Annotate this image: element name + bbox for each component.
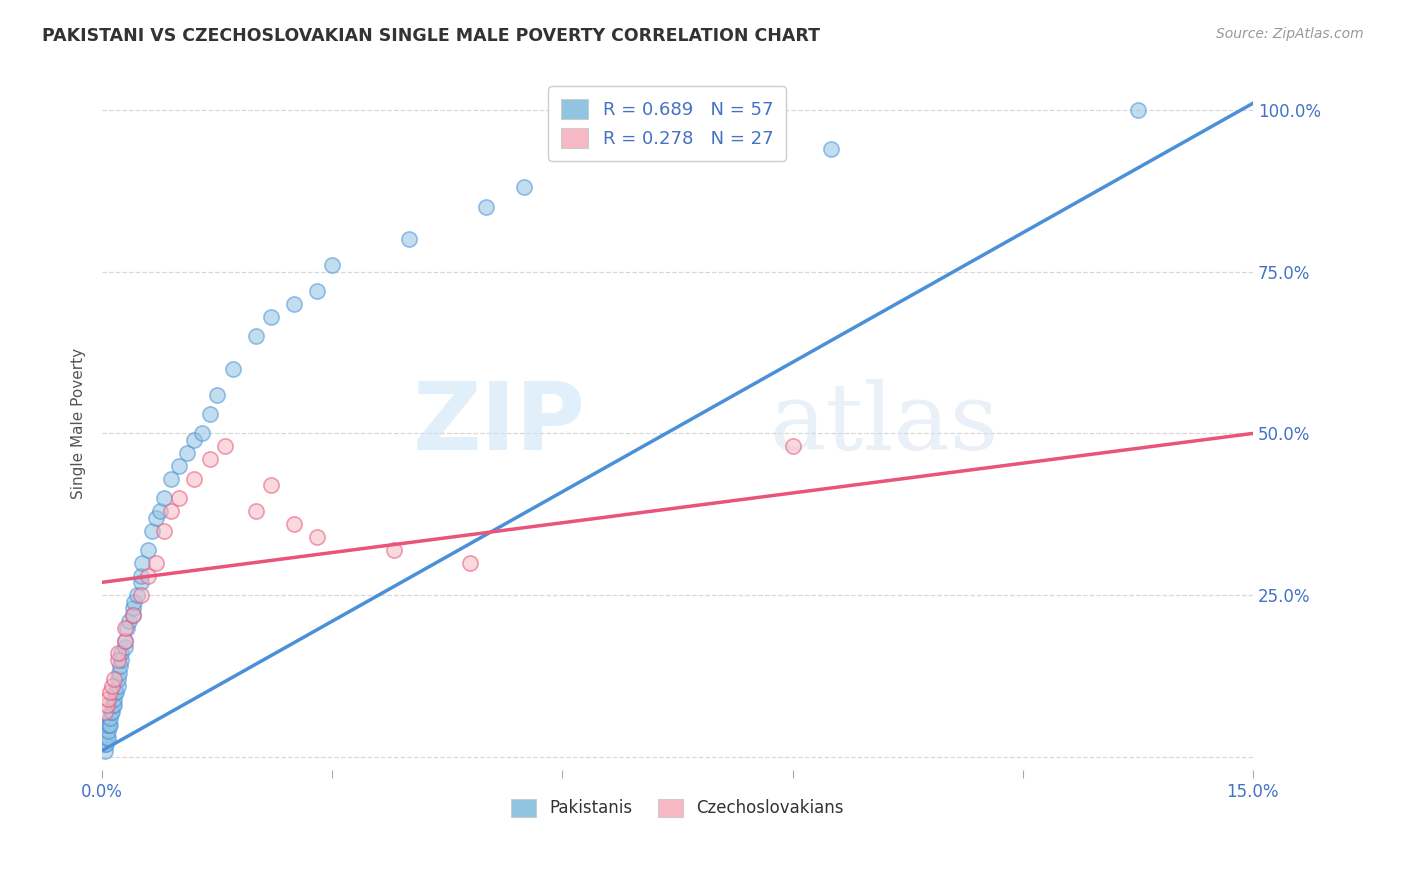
Point <box>97 691 120 706</box>
Text: Source: ZipAtlas.com: Source: ZipAtlas.com <box>1216 27 1364 41</box>
Point <box>474 200 496 214</box>
Point <box>107 679 129 693</box>
Point <box>321 258 343 272</box>
Point <box>820 142 842 156</box>
Point <box>145 556 167 570</box>
Point <box>115 621 138 635</box>
Point <box>152 524 174 538</box>
Point <box>97 724 120 739</box>
Point <box>94 737 117 751</box>
Point <box>110 653 132 667</box>
Point <box>103 691 125 706</box>
Point <box>782 439 804 453</box>
Point <box>152 491 174 505</box>
Point <box>214 439 236 453</box>
Point <box>1126 103 1149 117</box>
Point <box>283 297 305 311</box>
Point <box>97 731 120 745</box>
Point <box>97 717 120 731</box>
Point <box>176 446 198 460</box>
Point <box>122 607 145 622</box>
Point <box>245 329 267 343</box>
Point <box>460 556 482 570</box>
Point <box>129 569 152 583</box>
Point <box>198 407 221 421</box>
Point <box>114 640 136 654</box>
Point <box>207 387 229 401</box>
Point <box>107 673 129 687</box>
Point <box>129 575 152 590</box>
Point <box>103 698 125 713</box>
Point <box>125 588 148 602</box>
Point <box>124 595 146 609</box>
Point <box>114 633 136 648</box>
Point <box>245 504 267 518</box>
Point <box>98 717 121 731</box>
Text: atlas: atlas <box>769 379 998 468</box>
Point <box>103 673 125 687</box>
Point <box>108 659 131 673</box>
Point <box>98 711 121 725</box>
Point <box>160 472 183 486</box>
Point <box>191 426 214 441</box>
Point <box>122 601 145 615</box>
Point <box>305 530 328 544</box>
Point <box>118 614 141 628</box>
Text: PAKISTANI VS CZECHOSLOVAKIAN SINGLE MALE POVERTY CORRELATION CHART: PAKISTANI VS CZECHOSLOVAKIAN SINGLE MALE… <box>42 27 820 45</box>
Point <box>382 543 405 558</box>
Point <box>110 647 132 661</box>
Point <box>167 491 190 505</box>
Point <box>94 705 117 719</box>
Point <box>160 504 183 518</box>
Point <box>221 361 243 376</box>
Point <box>100 705 122 719</box>
Point <box>98 717 121 731</box>
Point <box>114 621 136 635</box>
Point <box>149 504 172 518</box>
Point <box>104 685 127 699</box>
Point <box>145 510 167 524</box>
Point <box>94 737 117 751</box>
Point <box>136 569 159 583</box>
Point <box>183 433 205 447</box>
Point <box>136 543 159 558</box>
Point <box>101 679 124 693</box>
Point <box>114 633 136 648</box>
Point <box>98 685 121 699</box>
Point <box>96 731 118 745</box>
Point <box>283 516 305 531</box>
Point <box>398 232 420 246</box>
Point <box>107 647 129 661</box>
Point <box>101 698 124 713</box>
Point <box>108 665 131 680</box>
Point <box>260 310 283 324</box>
Point <box>141 524 163 538</box>
Point <box>122 607 145 622</box>
Point <box>167 458 190 473</box>
Point <box>93 743 115 757</box>
Point <box>198 452 221 467</box>
Point <box>129 588 152 602</box>
Point <box>101 705 124 719</box>
Legend: Pakistanis, Czechoslovakians: Pakistanis, Czechoslovakians <box>505 792 851 824</box>
Point <box>260 478 283 492</box>
Point <box>305 284 328 298</box>
Text: ZIP: ZIP <box>412 377 585 470</box>
Point <box>107 653 129 667</box>
Point <box>105 685 128 699</box>
Y-axis label: Single Male Poverty: Single Male Poverty <box>72 348 86 500</box>
Point <box>513 180 536 194</box>
Point <box>183 472 205 486</box>
Point <box>131 556 153 570</box>
Point <box>96 698 118 713</box>
